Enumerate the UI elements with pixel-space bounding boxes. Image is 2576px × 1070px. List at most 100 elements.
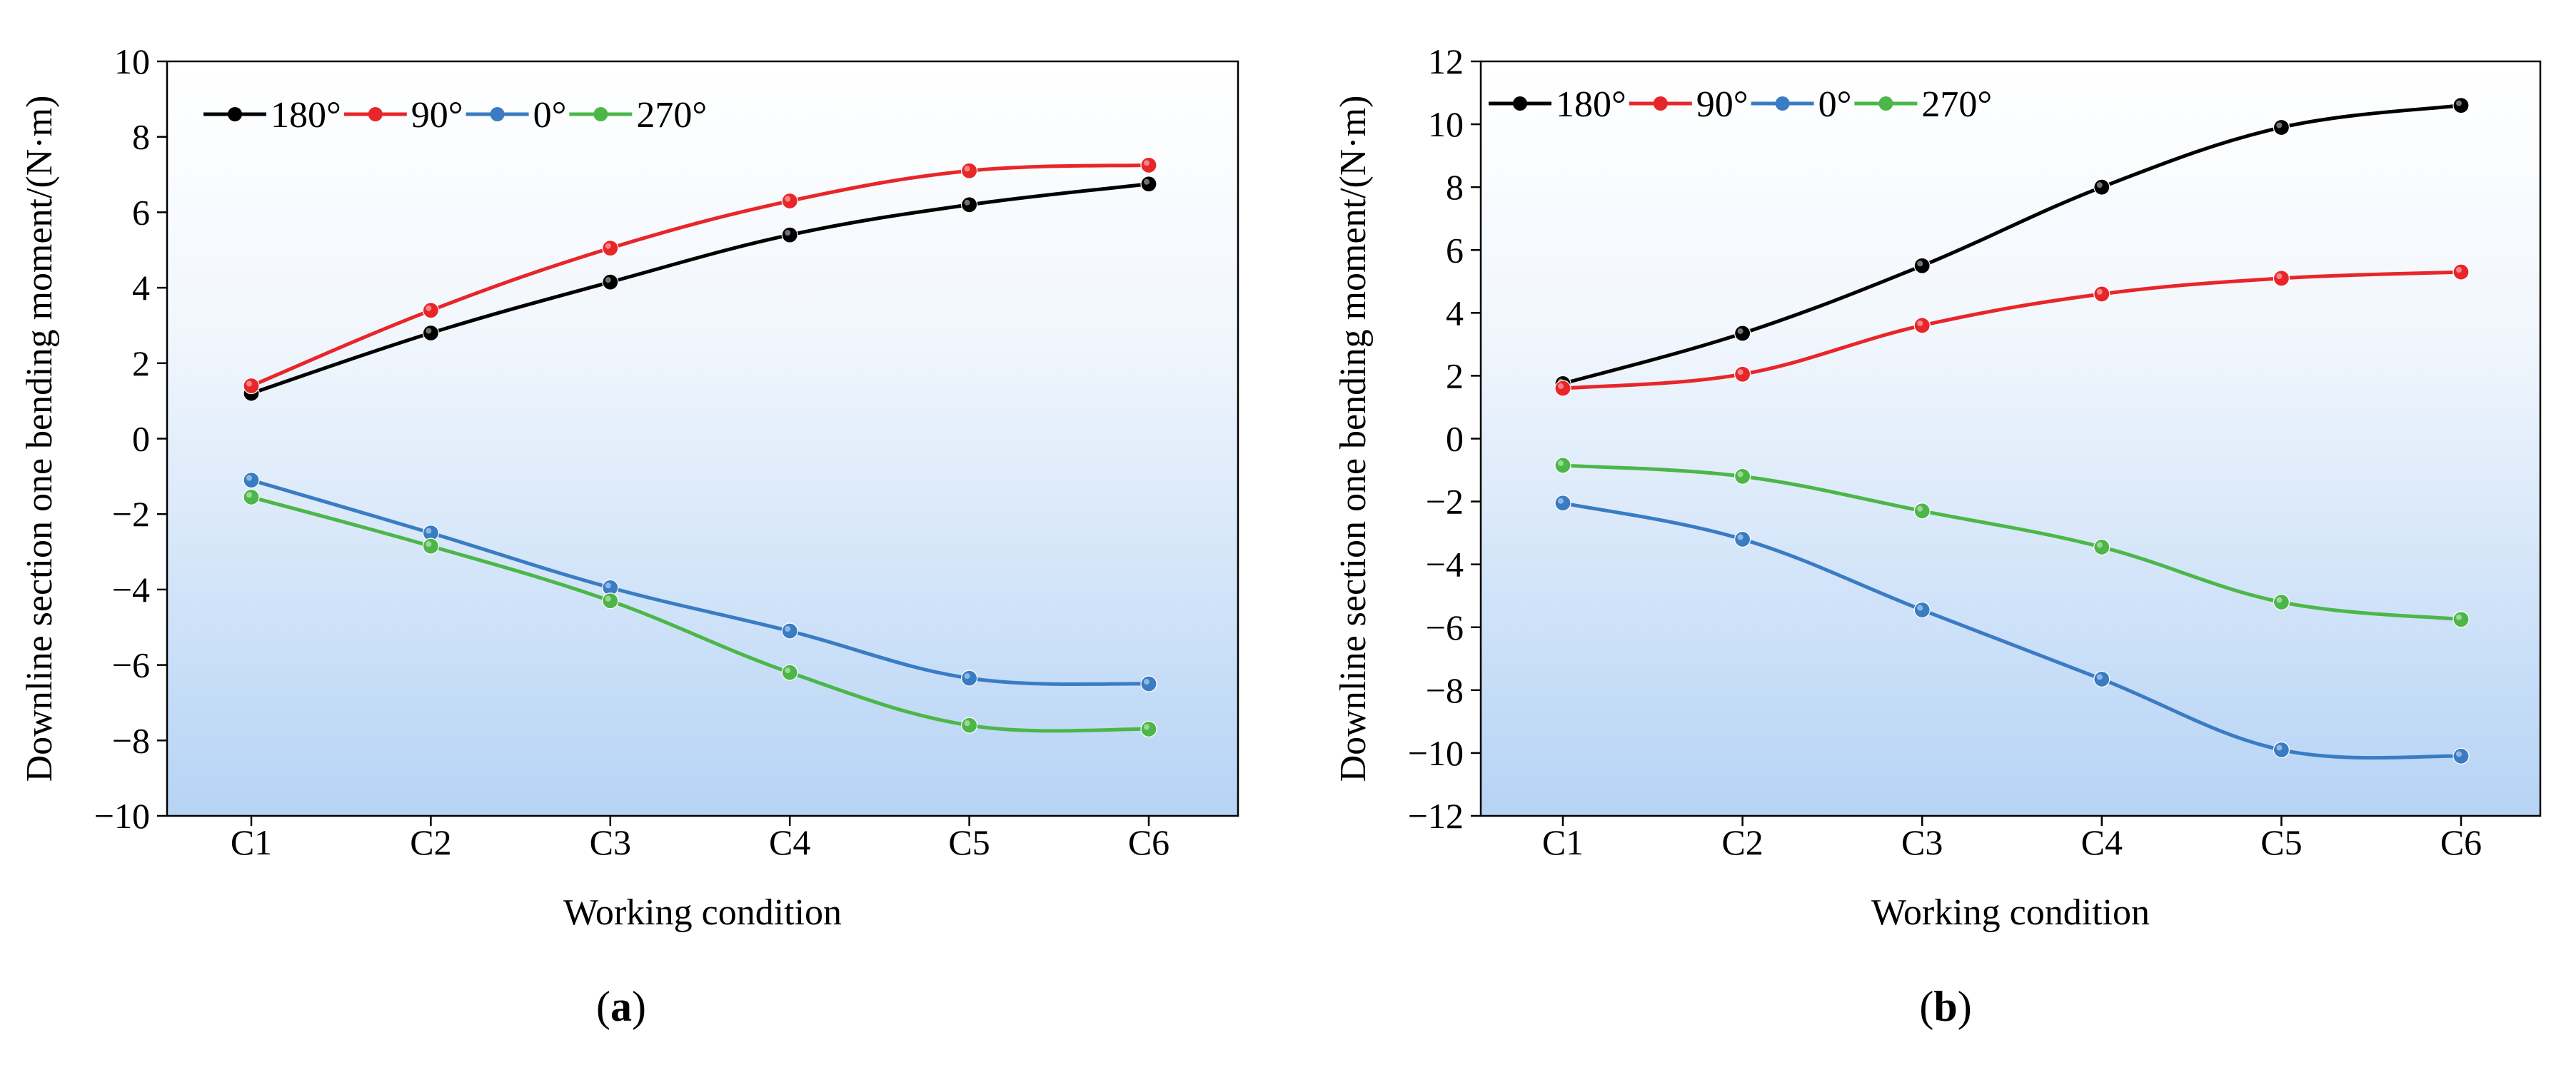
data-point-highlight	[2456, 100, 2462, 106]
data-point-highlight	[964, 199, 970, 206]
data-point-180deg-C4	[2093, 178, 2110, 196]
data-point-highlight	[785, 667, 791, 674]
data-point-270deg-C5	[2273, 593, 2290, 611]
data-point-270deg-C6	[2452, 611, 2470, 628]
data-point-0deg-C3	[1913, 601, 1931, 619]
data-point-180deg-C3	[1913, 257, 1931, 274]
y-axis-title: Downline section one bending moment/(N·m…	[1333, 96, 1374, 782]
data-point-highlight	[1558, 498, 1564, 504]
x-tick-label: C5	[948, 822, 990, 862]
y-tick-label: −2	[112, 494, 150, 534]
y-tick-label: −8	[112, 720, 150, 760]
data-point-180deg-C5	[2273, 118, 2290, 136]
legend-label-90deg: 90°	[411, 95, 463, 136]
data-point-highlight	[964, 720, 970, 727]
legend-label-270deg: 270°	[1921, 84, 1992, 125]
x-tick-label: C6	[2440, 822, 2482, 862]
data-point-0deg-C2	[1734, 530, 1751, 548]
data-point-highlight	[964, 166, 970, 172]
legend-label-180deg: 180°	[271, 95, 341, 136]
data-point-highlight	[2096, 182, 2103, 188]
legend-marker-180deg	[228, 107, 242, 121]
data-point-highlight	[2276, 745, 2283, 751]
data-point-highlight	[426, 528, 432, 534]
y-tick-label: −8	[1426, 670, 1464, 710]
data-point-highlight	[2456, 267, 2462, 273]
x-tick-label: C5	[2260, 822, 2302, 862]
data-point-180deg-C3	[602, 273, 619, 291]
legend-label-270deg: 270°	[636, 95, 707, 136]
data-point-0deg-C5	[960, 670, 978, 687]
data-point-highlight	[2276, 122, 2283, 128]
data-point-270deg-C1	[243, 488, 260, 506]
data-point-90deg-C2	[422, 302, 440, 319]
legend: 180° 90° 0° 270°	[203, 95, 707, 136]
y-tick-label: −10	[1408, 733, 1464, 773]
legend-label-0deg: 0°	[533, 95, 567, 136]
panel-label: (a)	[596, 983, 646, 1030]
data-point-0deg-C4	[2093, 670, 2110, 688]
legend-marker-270deg	[593, 107, 608, 121]
legend-label-180deg: 180°	[1556, 84, 1626, 125]
data-point-highlight	[1917, 320, 1923, 326]
series-line-270deg	[249, 495, 1151, 733]
y-tick-label: −12	[1408, 796, 1464, 836]
x-tick-label: C6	[1128, 822, 1169, 862]
data-point-highlight	[964, 673, 970, 680]
x-axis-title: Working condition	[1871, 892, 2150, 933]
data-point-90deg-C6	[2452, 263, 2470, 281]
data-point-90deg-C4	[781, 192, 798, 210]
panel-label: (b)	[1919, 983, 1971, 1030]
y-tick-label: 0	[132, 419, 150, 459]
chart-a: −10 −8 −6 −4 −2 0 2 4 6 8 10 C1 C2 C3 C4 C5 C6 Working co…	[19, 41, 1239, 1030]
data-point-270deg-C4	[781, 664, 798, 681]
data-point-highlight	[246, 492, 252, 498]
data-point-0deg-C1	[1554, 495, 1571, 512]
data-point-highlight	[2456, 751, 2462, 757]
data-point-highlight	[2276, 273, 2283, 279]
x-tick-label: C3	[590, 822, 631, 862]
y-tick-label: 6	[132, 192, 150, 232]
series-line-0deg	[1561, 501, 2463, 760]
data-point-highlight	[1558, 383, 1564, 390]
data-point-highlight	[1737, 369, 1744, 375]
x-axis-title: Working condition	[563, 892, 842, 933]
data-point-highlight	[426, 541, 432, 547]
y-tick-label: 8	[132, 117, 150, 157]
series-line-180deg	[1561, 104, 2463, 385]
chart-b: −12 −10 −8 −6 −4 −2 0 2 4 6 8 10 12 C1 C2 C3 C4 C5 C6 Worki…	[1333, 41, 2542, 1030]
data-point-highlight	[426, 328, 432, 334]
series-line-0deg	[249, 478, 1151, 687]
data-point-highlight	[1917, 505, 1923, 512]
data-point-180deg-C5	[960, 196, 978, 213]
y-tick-label: 8	[1446, 167, 1464, 207]
data-point-highlight	[2276, 597, 2283, 603]
data-point-270deg-C5	[960, 717, 978, 734]
data-point-180deg-C2	[422, 324, 440, 342]
data-point-highlight	[1917, 605, 1923, 611]
x-tick-label: C4	[769, 822, 810, 862]
data-point-highlight	[1917, 261, 1923, 267]
y-tick-label: 2	[132, 343, 150, 383]
y-tick-label: −2	[1426, 482, 1464, 522]
y-tick-label: −6	[112, 645, 150, 685]
data-point-highlight	[1144, 724, 1149, 730]
data-point-0deg-C6	[2452, 747, 2470, 764]
y-tick-label: 10	[114, 41, 150, 81]
data-point-0deg-C4	[781, 622, 798, 640]
data-point-0deg-C5	[2273, 741, 2290, 759]
data-point-270deg-C4	[2093, 538, 2110, 556]
data-point-270deg-C1	[1554, 457, 1571, 474]
series-line-90deg	[249, 163, 1151, 388]
data-point-90deg-C1	[1554, 380, 1571, 397]
data-point-0deg-C6	[1140, 675, 1157, 692]
data-point-highlight	[246, 380, 252, 387]
data-point-180deg-C6	[1140, 176, 1157, 193]
y-tick-label: 6	[1446, 230, 1464, 270]
data-point-270deg-C6	[1140, 720, 1157, 738]
data-point-highlight	[1737, 534, 1744, 540]
y-tick-label: 4	[1446, 293, 1464, 333]
data-point-highlight	[1144, 679, 1149, 685]
data-point-highlight	[1737, 471, 1744, 478]
legend-label-0deg: 0°	[1818, 84, 1852, 125]
